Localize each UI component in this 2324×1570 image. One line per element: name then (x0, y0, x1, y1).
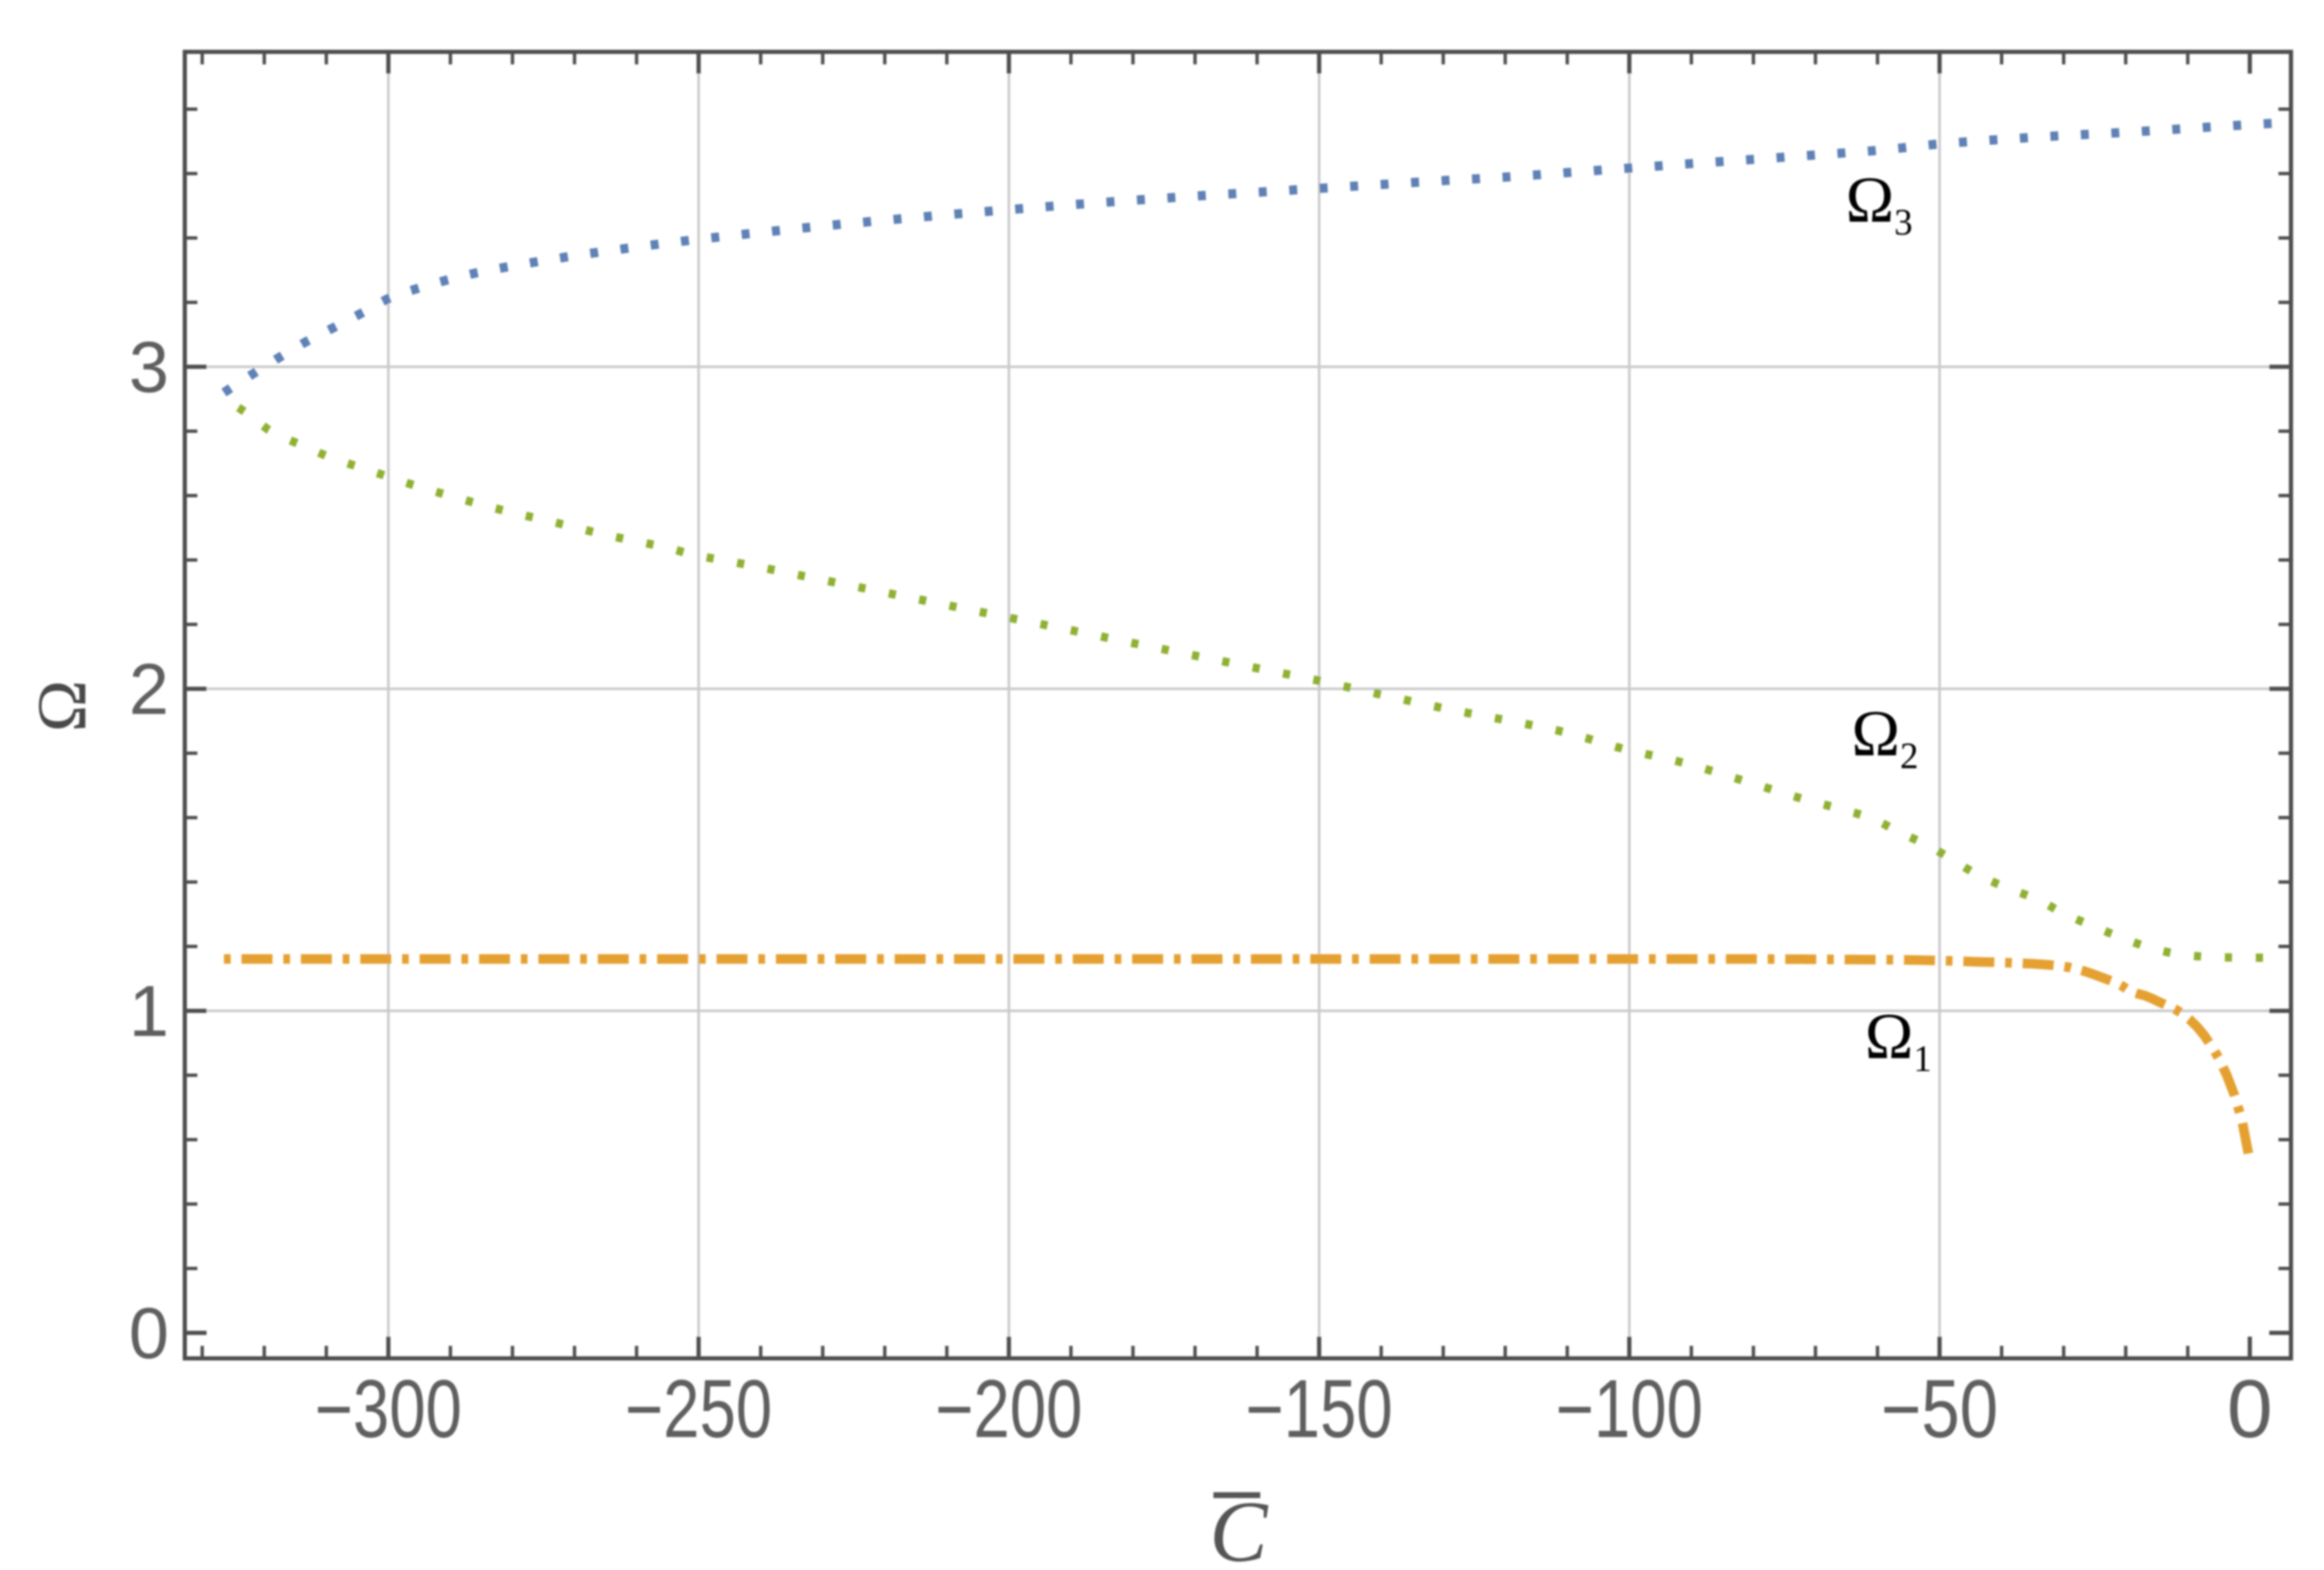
svg-text:Ω2: Ω2 (1852, 697, 1918, 776)
svg-text:0: 0 (2227, 1363, 2273, 1455)
svg-text:3: 3 (129, 328, 169, 408)
svg-text:C: C (1209, 1484, 1269, 1570)
svg-text:2: 2 (129, 650, 169, 730)
svg-text:1: 1 (129, 972, 169, 1052)
svg-text:−200: −200 (935, 1363, 1082, 1455)
svg-text:−250: −250 (625, 1363, 772, 1455)
svg-text:−100: −100 (1555, 1363, 1703, 1455)
svg-text:−50: −50 (1881, 1363, 1998, 1455)
svg-text:−150: −150 (1245, 1363, 1392, 1455)
svg-text:0: 0 (129, 1294, 169, 1374)
svg-text:−300: −300 (314, 1363, 462, 1455)
svg-text:Ω: Ω (23, 680, 101, 732)
